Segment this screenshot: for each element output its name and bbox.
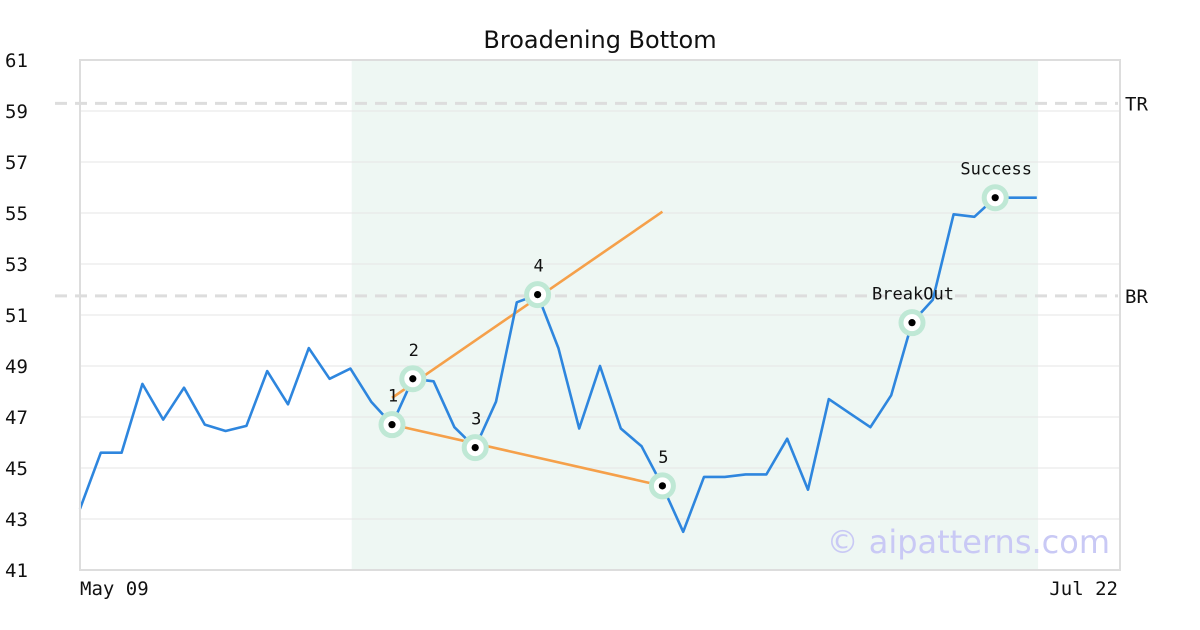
y-axis-ticks: 41 43 45 47 49 51 53 55 57 59 61 xyxy=(5,50,28,582)
x-tick-start: May 09 xyxy=(80,578,149,600)
point-dot xyxy=(534,291,542,299)
watermark: © aipatterns.com xyxy=(827,523,1110,561)
point-dot xyxy=(471,444,479,452)
point-dot xyxy=(409,375,417,383)
x-tick-end: Jul 22 xyxy=(1049,578,1118,600)
y-tick-label: 59 xyxy=(5,101,28,123)
point-label: 1 xyxy=(388,387,398,407)
trend-line xyxy=(391,423,663,488)
y-tick-label: 51 xyxy=(5,305,28,327)
y-tick-label: 61 xyxy=(5,50,28,72)
level-label: TR xyxy=(1125,93,1148,115)
level-lines: TR BR xyxy=(55,93,1148,308)
y-tick-label: 55 xyxy=(5,203,28,225)
point-dot xyxy=(658,482,667,490)
plot-frame xyxy=(79,59,1121,571)
point-label: 4 xyxy=(533,257,543,277)
point-label: 2 xyxy=(409,341,419,361)
point-label: 3 xyxy=(471,410,481,430)
pattern-points: 1 2 3 4 5 BreakOut Success xyxy=(378,160,1032,500)
y-tick-label: 57 xyxy=(5,152,28,174)
level-label: BR xyxy=(1125,286,1148,308)
point-dot xyxy=(991,194,999,202)
y-tick-label: 49 xyxy=(5,356,28,378)
point-label: 5 xyxy=(658,448,668,468)
y-tick-label: 45 xyxy=(5,458,28,480)
point-dot xyxy=(908,319,916,327)
y-tick-label: 41 xyxy=(5,560,28,582)
point-label: Success xyxy=(960,160,1032,180)
point-dot xyxy=(388,421,396,429)
y-tick-label: 43 xyxy=(5,509,28,531)
trend-line xyxy=(391,210,664,399)
y-tick-label: 53 xyxy=(5,254,28,276)
point-label: BreakOut xyxy=(872,285,954,305)
price-line xyxy=(78,196,1037,534)
chart-title: Broadening Bottom xyxy=(483,26,716,54)
y-tick-label: 47 xyxy=(5,407,28,429)
trend-lines xyxy=(391,210,664,488)
